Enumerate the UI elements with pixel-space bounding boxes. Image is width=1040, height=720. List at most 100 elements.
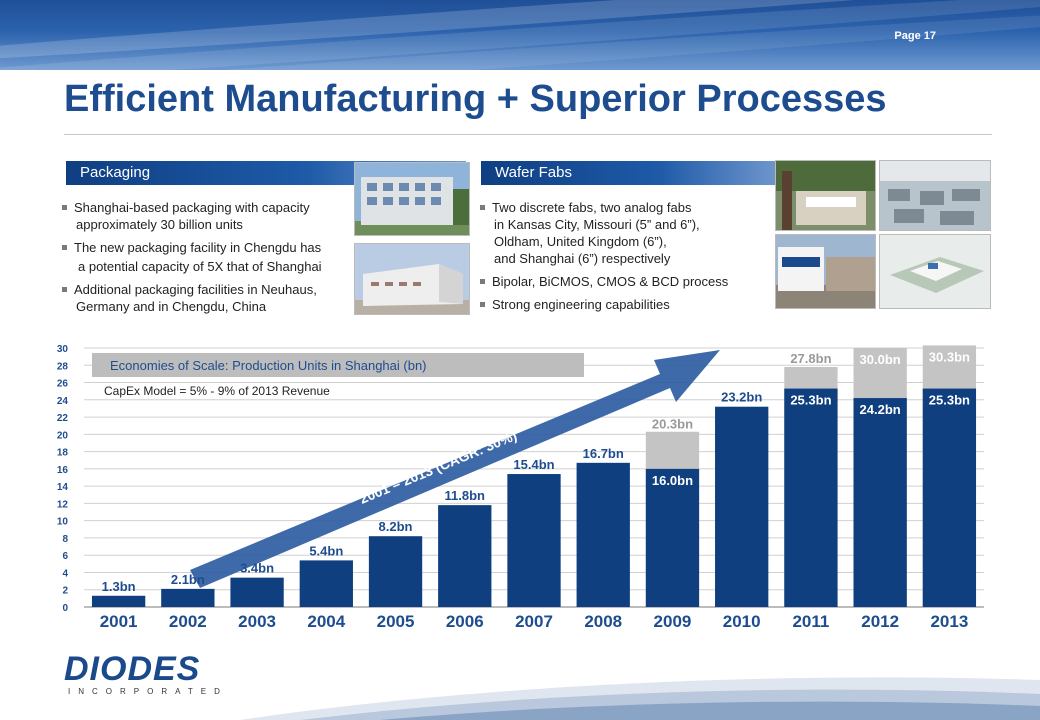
diodes-logo: DIODES INCORPORATED: [64, 650, 228, 696]
fab-campus-rendering: [879, 234, 991, 309]
packaging-heading-text: Packaging: [80, 164, 151, 181]
fab-entrance-image: [776, 161, 875, 230]
production-bar-2004: [299, 560, 353, 607]
wafer-fabs-bullets: Two discrete fabs, two analog fabs in Ka…: [480, 199, 772, 319]
x-tick-label: 2004: [307, 612, 345, 631]
production-bar-2013: [922, 388, 977, 607]
x-tick-label: 2008: [584, 612, 622, 631]
building-photo-image: [355, 163, 469, 235]
chart-bars: [91, 345, 977, 607]
value-label: 24.2bn: [860, 402, 901, 417]
x-tick-label: 2011: [792, 612, 829, 631]
x-tick-label: 2009: [654, 612, 692, 631]
bullet-item: The new packaging facility in Chengdu ha…: [62, 239, 362, 256]
bullet-item: Bipolar, BiCMOS, CMOS & BCD process: [480, 273, 772, 290]
x-tick-label: 2002: [169, 612, 207, 631]
y-tick-label: 0: [62, 603, 68, 614]
y-tick-label: 2: [62, 586, 68, 597]
y-tick-label: 20: [57, 430, 69, 441]
x-tick-label: 2005: [377, 612, 415, 631]
value-label: 25.3bn: [929, 393, 970, 408]
production-bar-2007: [507, 474, 561, 607]
page-number: Page 17: [894, 30, 936, 42]
bullet-item: Germany and in Chengdu, China: [76, 299, 267, 314]
capacity-label: 30.0bn: [860, 352, 901, 367]
bullet-item: in Kansas City, Missouri (5” and 6”),: [494, 217, 700, 232]
x-tick-label: 2007: [515, 612, 553, 631]
x-tick-label: 2003: [238, 612, 276, 631]
bullet-item: Strong engineering capabilities: [480, 296, 772, 313]
bullet-item: Shanghai-based packaging with capacity: [62, 199, 362, 216]
y-tick-label: 4: [62, 568, 68, 579]
value-label: 15.4bn: [513, 457, 554, 472]
chart-labels: 1.3bn 2.1bn 3.4bn 5.4bn 8.2bn 11.8bn 15.4bn 16.…: [102, 349, 970, 593]
value-label: 8.2bn: [379, 519, 413, 534]
chengdu-facility-photo: [354, 243, 470, 315]
bullet-item: a potential capacity of 5X that of Shang…: [78, 259, 322, 274]
y-tick-label: 18: [57, 448, 69, 459]
chart-subtitle: CapEx Model = 5% - 9% of 2013 Revenue: [104, 384, 330, 398]
value-label: 5.4bn: [309, 543, 343, 558]
chart-title: Economies of Scale: Production Units in …: [110, 358, 427, 373]
logo-wordmark: DIODES: [64, 650, 201, 688]
value-label: 1.3bn: [102, 579, 136, 594]
y-tick-label: 24: [57, 396, 69, 407]
x-tick-label: 2010: [723, 612, 761, 631]
bottom-swoosh: [240, 677, 1040, 720]
y-tick-label: 16: [57, 465, 69, 476]
packaging-building-photo: [354, 162, 470, 236]
value-label: 16.7bn: [583, 446, 624, 461]
packaging-bullets: Shanghai-based packaging with capacity a…: [62, 199, 362, 321]
capacity-label: 30.3bn: [929, 349, 970, 364]
logo-subtitle: INCORPORATED: [68, 687, 228, 696]
slide-title: Efficient Manufacturing + Superior Proce…: [64, 78, 887, 120]
production-bar-2011: [784, 388, 838, 607]
bullet-item: Oldham, United Kingdom (6”),: [494, 234, 667, 249]
diodes-sign-image: [776, 235, 875, 308]
y-tick-label: 28: [57, 361, 69, 372]
growth-arrow-label: 2001 – 2013 (CAGR: 30%): [357, 427, 519, 507]
capacity-label: 20.3bn: [652, 417, 693, 432]
production-bar-2009: [645, 468, 700, 607]
value-label: 25.3bn: [790, 393, 831, 408]
production-bar-2008: [576, 462, 630, 607]
production-bar-2002: [161, 588, 215, 607]
bullet-item: Two discrete fabs, two analog fabs: [480, 199, 772, 216]
y-tick-label: 8: [62, 534, 68, 545]
production-bar-2001: [91, 595, 146, 607]
top-banner: [0, 0, 1040, 70]
x-tick-label: 2012: [861, 612, 899, 631]
chart-title-box: [92, 353, 584, 377]
title-divider: [64, 134, 992, 135]
campus-rendering-image: [880, 235, 990, 308]
value-label: 23.2bn: [721, 390, 762, 405]
cleanroom-photo: [879, 160, 991, 231]
value-label: 16.0bn: [652, 473, 693, 488]
y-tick-label: 14: [57, 482, 69, 493]
x-axis-ticks: 2001 2002 2003 2004 2005 2006 2007 2008 2009 2010…: [100, 612, 969, 631]
y-tick-label: 10: [57, 517, 69, 528]
diodes-sign-photo: [775, 234, 876, 309]
y-tick-label: 22: [57, 413, 69, 424]
value-label: 2.1bn: [171, 572, 205, 587]
x-tick-label: 2006: [446, 612, 484, 631]
bullet-item: and Shanghai (6”) respectively: [494, 251, 671, 266]
y-tick-label: 30: [57, 344, 69, 355]
facility-photo-image: [355, 244, 469, 314]
wafer-fabs-heading-text: Wafer Fabs: [495, 164, 572, 181]
growth-arrow-shape: [190, 350, 720, 588]
fab-entrance-photo: [775, 160, 876, 231]
production-bar-2010: [715, 406, 769, 607]
y-tick-label: 6: [62, 551, 68, 562]
x-tick-label: 2013: [930, 612, 968, 631]
value-label: 11.8bn: [445, 488, 486, 503]
value-label: 3.4bn: [240, 561, 274, 576]
capacity-label: 27.8bn: [790, 351, 831, 366]
bullet-item: approximately 30 billion units: [76, 217, 243, 232]
bullet-item: Additional packaging facilities in Neuha…: [62, 281, 362, 298]
x-tick-label: 2001: [100, 612, 138, 631]
production-bar-2012: [853, 398, 907, 607]
wafer-fabs-heading: Wafer Fabs: [481, 161, 777, 185]
